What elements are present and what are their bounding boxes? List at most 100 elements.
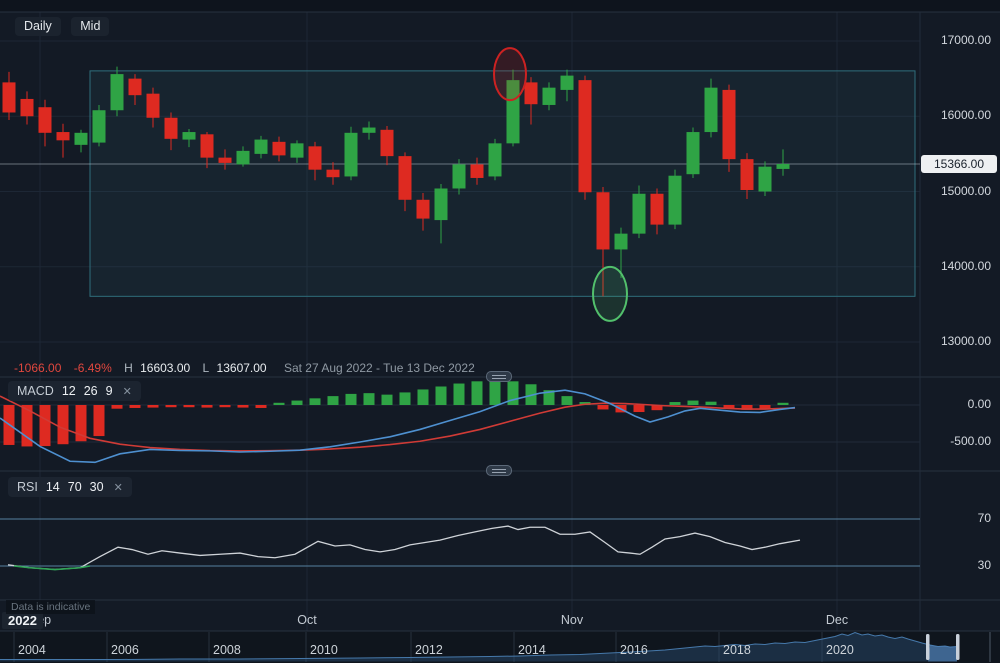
- macd-histogram-bar: [39, 405, 51, 447]
- bearish-candle[interactable]: [146, 93, 160, 118]
- navigator-left-handle[interactable]: [926, 634, 930, 660]
- bearish-candle[interactable]: [326, 169, 340, 178]
- macd-param-slow: 26: [83, 384, 98, 398]
- bullish-candle[interactable]: [668, 175, 682, 225]
- bullish-candle[interactable]: [362, 127, 376, 133]
- macd-panel: [0, 380, 796, 464]
- macd-histogram-bar: [165, 405, 177, 408]
- bearish-candle[interactable]: [164, 117, 178, 139]
- rsi-param-oversold: 30: [89, 480, 104, 494]
- bearish-candle[interactable]: [722, 89, 736, 160]
- macd-axis-label: -500.00: [950, 434, 991, 448]
- bullish-candle[interactable]: [182, 132, 196, 140]
- bullish-candle[interactable]: [542, 87, 556, 105]
- current-price-label: 15366.00: [921, 155, 997, 173]
- rsi-label: RSI: [17, 480, 38, 494]
- bullish-candle[interactable]: [92, 110, 106, 143]
- bearish-candle[interactable]: [20, 98, 34, 117]
- bullish-candle[interactable]: [236, 150, 250, 165]
- bearish-candle[interactable]: [524, 82, 538, 105]
- macd-histogram-bar: [435, 386, 447, 405]
- rsi-line: [7, 525, 801, 571]
- navigator-year-label: 2010: [310, 643, 338, 657]
- bearish-candle[interactable]: [740, 159, 754, 190]
- macd-histogram-bar: [147, 405, 159, 408]
- bearish-candle[interactable]: [272, 141, 286, 156]
- bearish-candle[interactable]: [596, 192, 610, 250]
- bearish-candle[interactable]: [470, 164, 484, 178]
- bullish-candle[interactable]: [344, 132, 358, 177]
- bullish-candle[interactable]: [686, 132, 700, 175]
- bullish-bottom-circle-annotation[interactable]: [592, 265, 628, 322]
- time-axis[interactable]: SepOctNovDec: [0, 613, 1000, 630]
- navigator[interactable]: [0, 631, 991, 662]
- navigator-year-labels: 2004 2006 2008 2010 2012 2014 2016 2018 2020: [0, 643, 1000, 659]
- macd-histogram-bar: [219, 405, 231, 408]
- bullish-candle[interactable]: [758, 166, 772, 192]
- macd-histogram-bar: [705, 401, 717, 405]
- price-axis-label: 13000.00: [940, 334, 991, 348]
- macd-indicator-chip[interactable]: MACD 12 26 9 ✕: [8, 381, 141, 401]
- rsi-remove-button[interactable]: ✕: [113, 481, 123, 494]
- bullish-candle[interactable]: [290, 143, 304, 158]
- bearish-candle[interactable]: [38, 107, 52, 133]
- macd-histogram-bar: [93, 405, 105, 437]
- macd-histogram-bar: [633, 405, 645, 413]
- macd-histogram-bar: [75, 405, 87, 442]
- macd-pane-resize-handle[interactable]: [486, 371, 512, 382]
- navigator-line: [0, 631, 958, 660]
- bullish-candle[interactable]: [110, 74, 124, 111]
- bullish-candle[interactable]: [704, 87, 718, 133]
- low-label: L: [202, 361, 210, 375]
- navigator-selected-range[interactable]: [928, 645, 957, 662]
- timeframe-daily-button[interactable]: Daily: [15, 17, 61, 36]
- navigator-year-label: 2020: [826, 643, 854, 657]
- macd-histogram-bar: [129, 405, 141, 408]
- bearish-candle[interactable]: [416, 199, 430, 219]
- bearish-candle[interactable]: [380, 129, 394, 157]
- rsi-pane-resize-handle[interactable]: [486, 465, 512, 476]
- bearish-candle[interactable]: [200, 134, 214, 158]
- bearish-candle[interactable]: [308, 146, 322, 170]
- macd-histogram-bar: [507, 381, 519, 405]
- bearish-candle[interactable]: [56, 132, 70, 141]
- navigator-right-handle[interactable]: [956, 634, 960, 660]
- bearish-top-circle-annotation[interactable]: [493, 47, 527, 102]
- bearish-candle[interactable]: [398, 156, 412, 200]
- bearish-candle[interactable]: [128, 78, 142, 96]
- ohlc-info-bar: -1066.00 -6.49% H 16603.00 L 13607.00 Sa…: [14, 361, 484, 375]
- bullish-candle[interactable]: [632, 193, 646, 234]
- macd-histogram-bar: [651, 405, 663, 411]
- bullish-candle[interactable]: [254, 139, 268, 154]
- bullish-candle[interactable]: [434, 188, 448, 221]
- rsi-axis-label: 30: [977, 558, 991, 572]
- bearish-candle[interactable]: [2, 82, 16, 113]
- macd-remove-button[interactable]: ✕: [122, 385, 132, 398]
- bullish-candle[interactable]: [452, 164, 466, 189]
- bullish-candle[interactable]: [776, 163, 790, 169]
- bullish-candle[interactable]: [74, 132, 88, 145]
- bullish-candle[interactable]: [560, 75, 574, 90]
- macd-histogram-bar: [777, 402, 789, 405]
- bearish-candle[interactable]: [578, 80, 592, 193]
- macd-histogram-bar: [453, 383, 465, 405]
- chart-toolbar: Daily Mid: [15, 17, 115, 36]
- chart-type-mid-button[interactable]: Mid: [71, 17, 110, 36]
- rsi-indicator-chip[interactable]: RSI 14 70 30 ✕: [8, 477, 132, 497]
- bullish-candle[interactable]: [614, 233, 628, 250]
- rsi-panel: [0, 518, 920, 571]
- range-box-annotation[interactable]: [89, 70, 916, 297]
- bullish-candle[interactable]: [488, 143, 502, 177]
- macd-histogram-bar: [273, 402, 285, 405]
- bearish-candle[interactable]: [650, 193, 664, 225]
- macd-axis-label: 0.00: [967, 397, 991, 411]
- macd-histogram-bar: [543, 390, 555, 405]
- price-axis-label: 16000.00: [940, 108, 991, 123]
- macd-histogram-bar: [255, 405, 267, 408]
- bearish-candle[interactable]: [218, 157, 232, 163]
- bullish-candle[interactable]: [506, 80, 520, 144]
- macd-line: [0, 389, 796, 464]
- macd-histogram-bar: [111, 405, 123, 409]
